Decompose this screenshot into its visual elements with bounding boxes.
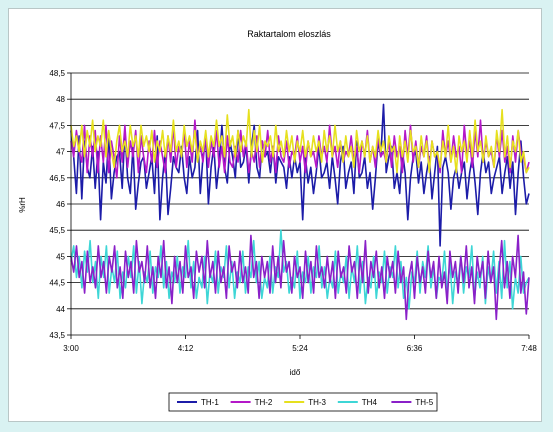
x-tick-label: 6:36 (407, 344, 423, 353)
legend-label: TH-3 (308, 398, 326, 407)
y-axis-label: %rH (18, 197, 27, 213)
y-tick-label: 44 (56, 305, 65, 314)
legend-label: TH4 (362, 398, 378, 407)
chart-title: Raktartalom eloszlás (247, 29, 331, 39)
y-tick-label: 47 (56, 148, 65, 157)
legend-label: TH-1 (201, 398, 219, 407)
legend-label: TH-2 (255, 398, 273, 407)
x-tick-label: 7:48 (521, 344, 537, 353)
chart-frame: Raktartalom eloszlás %rH idő 48,5 48 47,5 4… (8, 8, 542, 422)
legend-label: TH-5 (415, 398, 433, 407)
x-tick-label: 4:12 (178, 344, 194, 353)
y-tick-label: 43,5 (49, 331, 65, 340)
y-tick-label: 47,5 (49, 121, 65, 130)
x-axis-label: idő (290, 368, 301, 377)
series-line-TH-2 (70, 119, 530, 179)
line-chart: Raktartalom eloszlás %rH idő 48,54847,54… (18, 29, 537, 412)
series-line-TH-3 (70, 108, 530, 174)
y-tick-label: 46 (56, 200, 65, 209)
y-tick-label: 48 (56, 95, 65, 104)
x-tick-label: 3:00 (63, 344, 79, 353)
series-line-TH4 (70, 229, 530, 310)
y-tick-label: 45 (56, 252, 65, 261)
y-tick-label: 45,5 (49, 226, 65, 235)
x-tick-label: 5:24 (292, 344, 308, 353)
y-tick-label: 44,5 (49, 279, 65, 288)
series-group (70, 103, 530, 321)
legend: TH-1 TH-2 TH-3 TH4 TH-5 (168, 392, 438, 412)
y-tick-label: 46,5 (49, 174, 65, 183)
series-line-TH-5 (70, 234, 530, 321)
axes: 48,5 48 47,5 47 46,5 46 45,5 45 44,5 44 43,5 3:00 4:… (49, 69, 537, 353)
y-tick-label: 48,5 (49, 69, 65, 78)
